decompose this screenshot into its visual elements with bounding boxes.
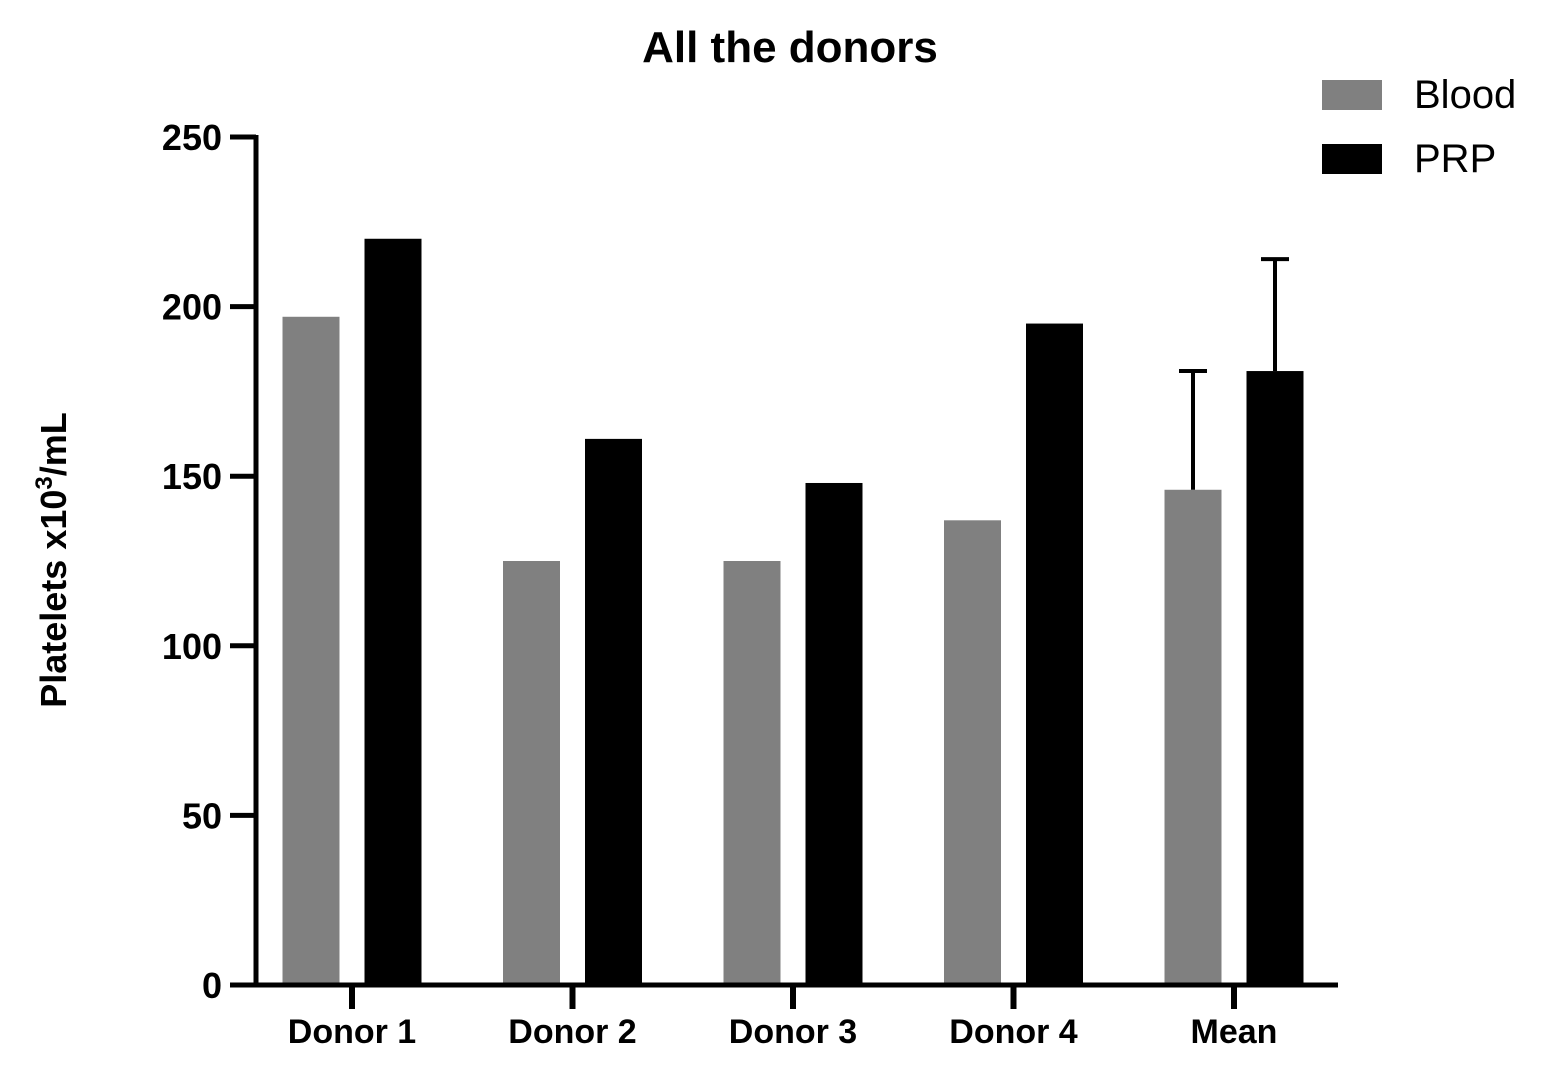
x-tick-label: Mean: [1191, 1013, 1278, 1051]
bar-blood-donor-1: [282, 316, 340, 985]
y-axis-label-superscript: 3: [31, 476, 58, 489]
bar-blood-donor-3: [723, 561, 781, 985]
bar-prp-donor-2: [585, 438, 642, 985]
legend-swatch-prp: [1322, 144, 1382, 174]
y-axis-label: Platelets x103/mL: [31, 412, 74, 708]
y-tick-label: 100: [162, 626, 222, 667]
bars-layer: [282, 238, 1304, 986]
bar-prp-donor-1: [364, 238, 422, 985]
legend-swatch-blood: [1322, 80, 1382, 110]
bar-prp-donor-3: [805, 482, 863, 985]
bar-prp-mean: [1246, 371, 1304, 986]
y-tick-label: 250: [162, 117, 222, 158]
y-axis-title: Platelets x103/mL: [31, 412, 74, 708]
x-tick-label: Donor 2: [508, 1013, 636, 1051]
y-tick-label: 150: [162, 456, 222, 497]
bar-blood-mean: [1164, 489, 1222, 985]
y-tick-label: 0: [202, 965, 222, 1006]
bar-blood-donor-2: [503, 561, 560, 985]
chart-title: All the donors: [642, 23, 938, 72]
y-axis-label-main: Platelets x10: [33, 490, 74, 708]
legend-label-blood: Blood: [1414, 73, 1516, 117]
y-tick-label: 200: [162, 287, 222, 328]
bar-prp-donor-4: [1026, 323, 1083, 985]
legend-label-prp: PRP: [1414, 137, 1496, 181]
x-ticks-layer: Donor 1 Donor 2 Donor 3 Donor 4 Mean: [288, 985, 1278, 1051]
legend: Blood PRP: [1322, 73, 1516, 181]
error-bars-layer: [1179, 257, 1289, 490]
x-tick-label: Donor 3: [729, 1013, 857, 1051]
x-tick-label: Donor 4: [949, 1013, 1078, 1051]
y-ticks-layer: 0 50 100 150 200 250: [162, 117, 256, 1006]
y-tick-label: 50: [182, 795, 222, 836]
x-tick-label: Donor 1: [288, 1013, 416, 1051]
y-axis-label-suffix: /mL: [33, 412, 74, 476]
bar-blood-donor-4: [944, 520, 1001, 985]
